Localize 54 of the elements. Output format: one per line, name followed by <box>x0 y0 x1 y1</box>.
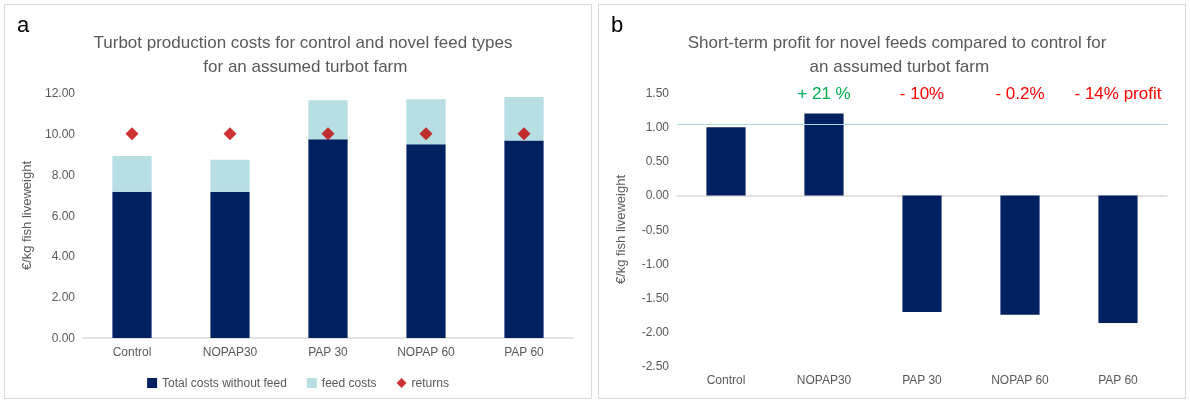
chart-title: Short-term profit for novel feeds compared to control for an assumed turbot farm <box>687 32 1107 76</box>
x-tick-label: NOPAP 60 <box>991 373 1050 387</box>
x-tick-label: NOPAP30 <box>796 373 852 387</box>
bar <box>112 191 152 338</box>
bar <box>308 100 348 140</box>
annotation: - 14% profit <box>1074 83 1162 103</box>
y-tick-label: 12.00 <box>44 86 76 100</box>
y-tick-label: 4.00 <box>51 249 76 264</box>
bar <box>706 127 746 196</box>
bar <box>1000 195 1040 315</box>
text: a <box>17 11 30 37</box>
y-tick-label: 0.50 <box>645 154 670 169</box>
x-tick-label: PAP 60 <box>1098 373 1139 387</box>
bar <box>902 195 942 313</box>
chart-title: Turbot production costs for control and novel feed types for an assumed turbot farm <box>93 32 513 76</box>
bar <box>504 97 544 141</box>
legend-label: Total costs without feed <box>162 376 287 390</box>
x-tick-label: Control <box>112 345 152 359</box>
y-tick-label: -1.00 <box>641 256 670 271</box>
bar <box>406 144 446 338</box>
x-tick-label: PAP 60 <box>504 345 545 359</box>
bar <box>406 99 446 145</box>
y-axis-title: €/kg fish liveweight <box>613 174 628 285</box>
y-tick-label: 0.00 <box>645 188 670 203</box>
bar <box>804 113 844 196</box>
y-tick-label: 6.00 <box>51 208 76 223</box>
x-tick-label: Control <box>706 373 746 387</box>
y-tick-label: -0.50 <box>641 222 670 237</box>
x-tick-label: PAP 30 <box>308 345 349 359</box>
bar <box>504 140 544 338</box>
legend-label: returns <box>411 376 449 390</box>
y-axis-title: €/kg fish liveweight <box>19 160 34 271</box>
legend-label: feed costs <box>321 376 377 390</box>
y-tick-label: -2.50 <box>641 359 670 373</box>
text: b <box>611 11 624 37</box>
y-tick-label: 8.00 <box>51 167 76 182</box>
x-tick-label: PAP 30 <box>902 373 943 387</box>
bar <box>210 159 250 192</box>
y-tick-label: 2.00 <box>51 290 76 305</box>
bar <box>1098 195 1138 323</box>
bar <box>308 139 348 338</box>
y-tick-label: -1.50 <box>641 290 670 305</box>
y-tick-label: 1.50 <box>645 86 670 100</box>
annotation: + 21 % <box>797 83 851 103</box>
annotation: - 0.2% <box>995 83 1045 103</box>
bar <box>112 155 152 192</box>
annotation: - 10% <box>899 83 945 103</box>
y-tick-label: 1.00 <box>645 120 670 135</box>
bar <box>210 191 250 338</box>
y-tick-label: -2.00 <box>641 324 670 339</box>
y-tick-label: 0.00 <box>51 331 76 345</box>
x-tick-label: NOPAP30 <box>202 345 258 359</box>
y-tick-label: 10.00 <box>44 126 76 141</box>
x-tick-label: NOPAP 60 <box>397 345 456 359</box>
